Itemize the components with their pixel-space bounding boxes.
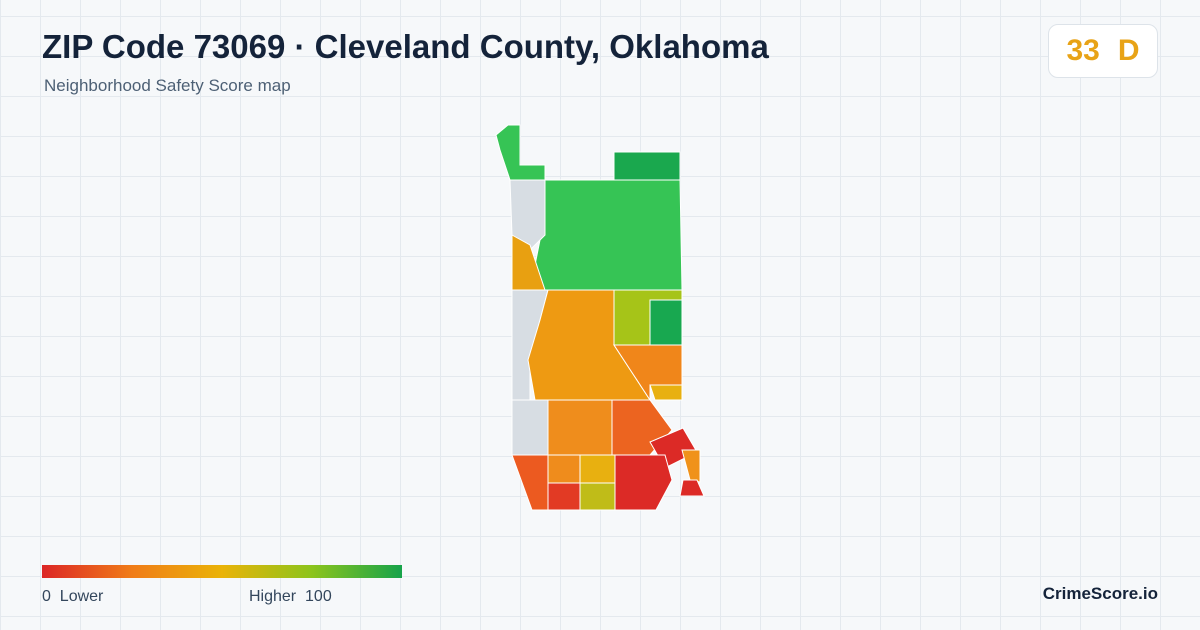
zip-regions (495, 124, 705, 511)
region (547, 399, 613, 456)
legend-min: 0 (42, 588, 51, 605)
region (547, 482, 581, 511)
region (579, 454, 616, 484)
legend-gradient (42, 565, 402, 578)
region (613, 151, 681, 181)
score-grade: D (1117, 34, 1140, 67)
region (511, 399, 549, 456)
legend-min-label: Lower (59, 588, 104, 605)
title: ZIP Code 73069 · Cleveland County, Oklah… (42, 28, 769, 65)
region (649, 384, 683, 401)
region (529, 179, 683, 291)
legend-high: Higher 100 (249, 588, 332, 606)
region (547, 454, 581, 484)
region (579, 482, 616, 511)
region (511, 454, 549, 511)
region (509, 179, 546, 251)
region (681, 449, 701, 483)
legend-low: 0 Lower (42, 588, 103, 606)
region (649, 299, 683, 346)
score-value: 33 (1066, 34, 1100, 67)
subtitle: Neighborhood Safety Score map (44, 76, 291, 95)
region (679, 479, 705, 497)
brand: CrimeScore.io (1042, 584, 1158, 603)
score-badge: 33 D (1048, 24, 1158, 78)
legend-max: 100 (305, 588, 332, 605)
region (614, 454, 673, 511)
region (495, 124, 546, 181)
legend-max-label: Higher (249, 588, 297, 605)
